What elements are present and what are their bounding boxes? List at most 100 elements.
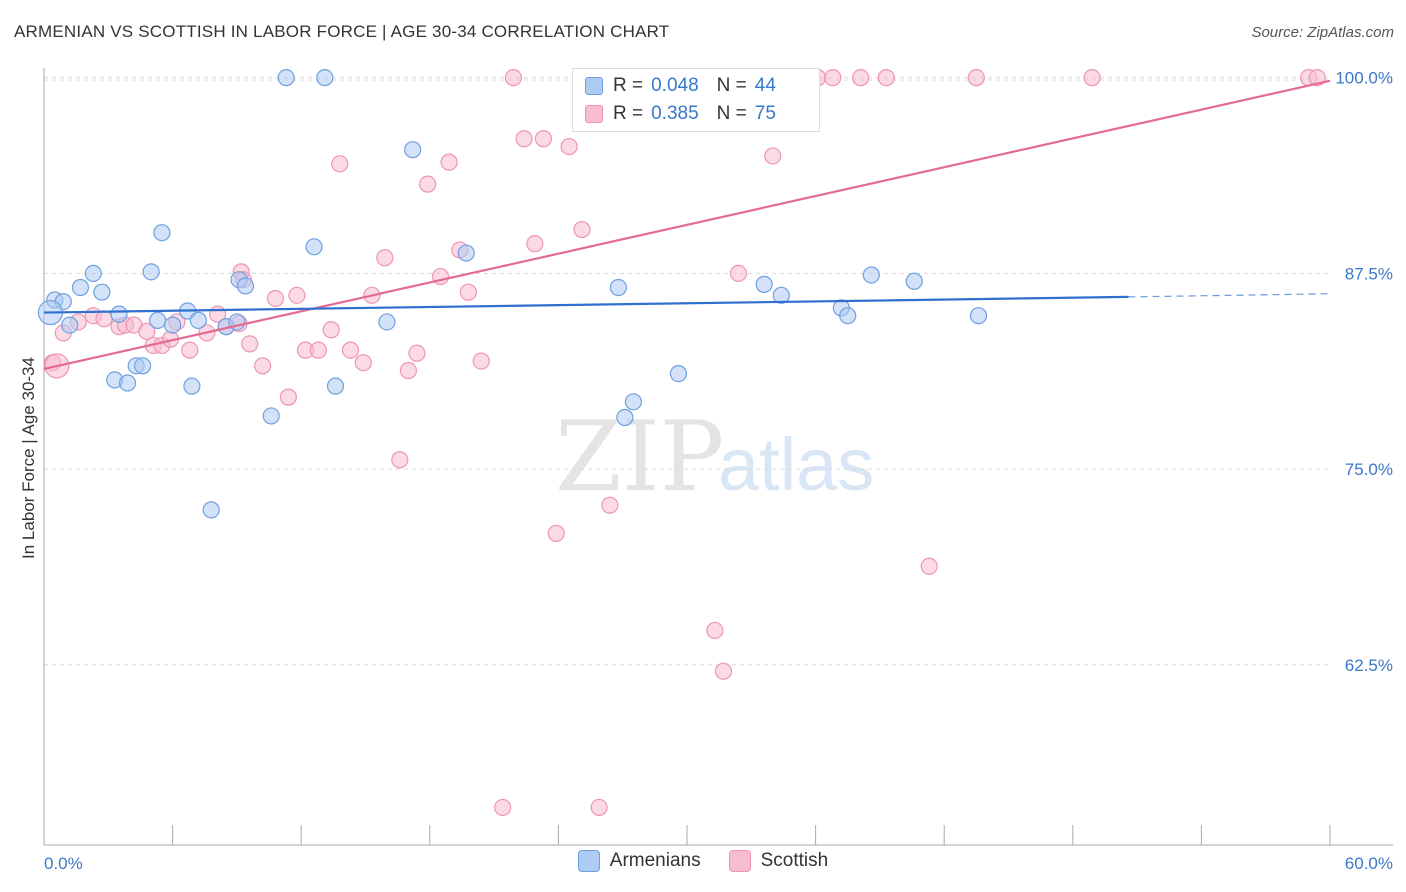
scottish-point (331, 155, 349, 173)
scottish-point (288, 286, 306, 304)
armenian-point (153, 224, 171, 242)
watermark-zip: ZIP (555, 401, 724, 513)
legend-item-armenians: Armenians (577, 850, 701, 872)
scottish-point (376, 249, 394, 267)
legend-item-scottish: Scottish (728, 850, 829, 872)
source-credit: Source: ZipAtlas.com (1251, 24, 1394, 41)
armenian-point (262, 407, 280, 425)
scottish-point (494, 798, 512, 817)
scottish-point (590, 798, 608, 817)
series-legend: Armenians Scottish (0, 850, 1406, 872)
scottish-point (526, 235, 544, 253)
scottish-point (547, 524, 565, 542)
scottish-point (459, 283, 477, 301)
scottish-point (967, 69, 985, 87)
armenians-swatch (585, 77, 603, 95)
armenian-point (61, 316, 79, 334)
armenians-r-label: R = (613, 75, 644, 96)
scottish-point (440, 153, 458, 171)
scottish-point (852, 69, 870, 87)
armenians-r-value: 0.048 (651, 75, 699, 96)
armenian-point (457, 244, 475, 262)
scottish-point (341, 341, 360, 359)
armenian-point (624, 393, 643, 411)
x-tick-label-max: 60.0% (1345, 854, 1393, 873)
scottish-point (729, 264, 748, 283)
scottish-r-label: R = (613, 103, 644, 124)
armenian-point (118, 374, 137, 392)
armenian-point (148, 311, 167, 329)
scottish-point (515, 130, 533, 148)
scottish-point (399, 361, 417, 380)
armenian-point (236, 277, 255, 295)
scottish-legend-label: Scottish (760, 850, 829, 871)
scottish-point (354, 354, 372, 372)
scottish-point (824, 69, 842, 87)
watermark-atlas: atlas (718, 423, 874, 506)
scottish-point (504, 69, 522, 87)
scottish-point (877, 69, 895, 87)
scottish-point (408, 344, 426, 362)
armenian-point (164, 316, 182, 334)
scottish-point (391, 451, 409, 469)
scottish-point (706, 621, 724, 640)
y-tick-label: 75.0% (1345, 460, 1393, 479)
scottish-trend-line (43, 79, 1331, 371)
scottish-point (764, 147, 782, 165)
legend-row-scottish: R = 0.385 N = 75 (585, 102, 776, 126)
scottish-point (322, 321, 340, 339)
scottish-point (419, 175, 437, 193)
armenian-point (316, 69, 334, 87)
scottish-point (138, 322, 156, 340)
armenian-point (404, 141, 422, 159)
armenian-point (142, 263, 160, 281)
armenian-point (772, 286, 790, 304)
chart-title: ARMENIAN VS SCOTTISH IN LABOR FORCE | AG… (14, 22, 670, 41)
armenian-point (969, 307, 988, 325)
armenian-point (326, 377, 345, 395)
armenian-point (189, 311, 207, 329)
y-axis-label: In Labor Force | Age 30-34 (19, 357, 38, 559)
scottish-point (714, 662, 733, 680)
scottish-point (534, 130, 552, 148)
armenian-point (110, 305, 128, 323)
armenian-point (71, 278, 90, 297)
y-tick-label: 100.0% (1335, 69, 1393, 88)
scottish-point (560, 137, 578, 156)
armenian-point (202, 501, 220, 519)
scottish-point (279, 388, 297, 406)
scottish-point (181, 341, 199, 359)
scottish-swatch (585, 105, 603, 123)
scottish-point (254, 357, 272, 375)
scottish-point (241, 335, 259, 353)
y-tick-label: 87.5% (1345, 264, 1393, 283)
armenians-n-value: 44 (754, 75, 776, 96)
armenian-point (839, 307, 857, 325)
legend-row-armenians: R = 0.048 N = 44 (585, 74, 776, 98)
armenians-legend-label: Armenians (609, 850, 701, 871)
armenian-point (305, 238, 323, 256)
scottish-point (309, 341, 327, 359)
scottish-point (266, 289, 285, 308)
scottish-n-label: N = (716, 103, 747, 124)
armenian-point (378, 313, 396, 331)
armenians-n-label: N = (716, 75, 747, 96)
armenian-trend-extension (1128, 293, 1331, 298)
scottish-point (573, 220, 591, 239)
scottish-legend-swatch (728, 850, 751, 872)
scottish-point (95, 310, 113, 328)
scottish-n-value: 75 (754, 103, 776, 124)
scottish-point (1083, 69, 1101, 87)
scottish-point (472, 352, 490, 370)
armenian-point (277, 69, 295, 87)
scottish-point (920, 557, 938, 575)
armenian-point (669, 365, 688, 383)
armenian-point (862, 266, 880, 284)
armenian-point (93, 283, 111, 301)
armenian-point (905, 272, 923, 290)
x-tick-label-min: 0.0% (44, 854, 83, 873)
armenians-legend-swatch (577, 850, 600, 872)
y-tick-label: 62.5% (1345, 656, 1393, 675)
armenian-trend-line (43, 295, 1129, 314)
